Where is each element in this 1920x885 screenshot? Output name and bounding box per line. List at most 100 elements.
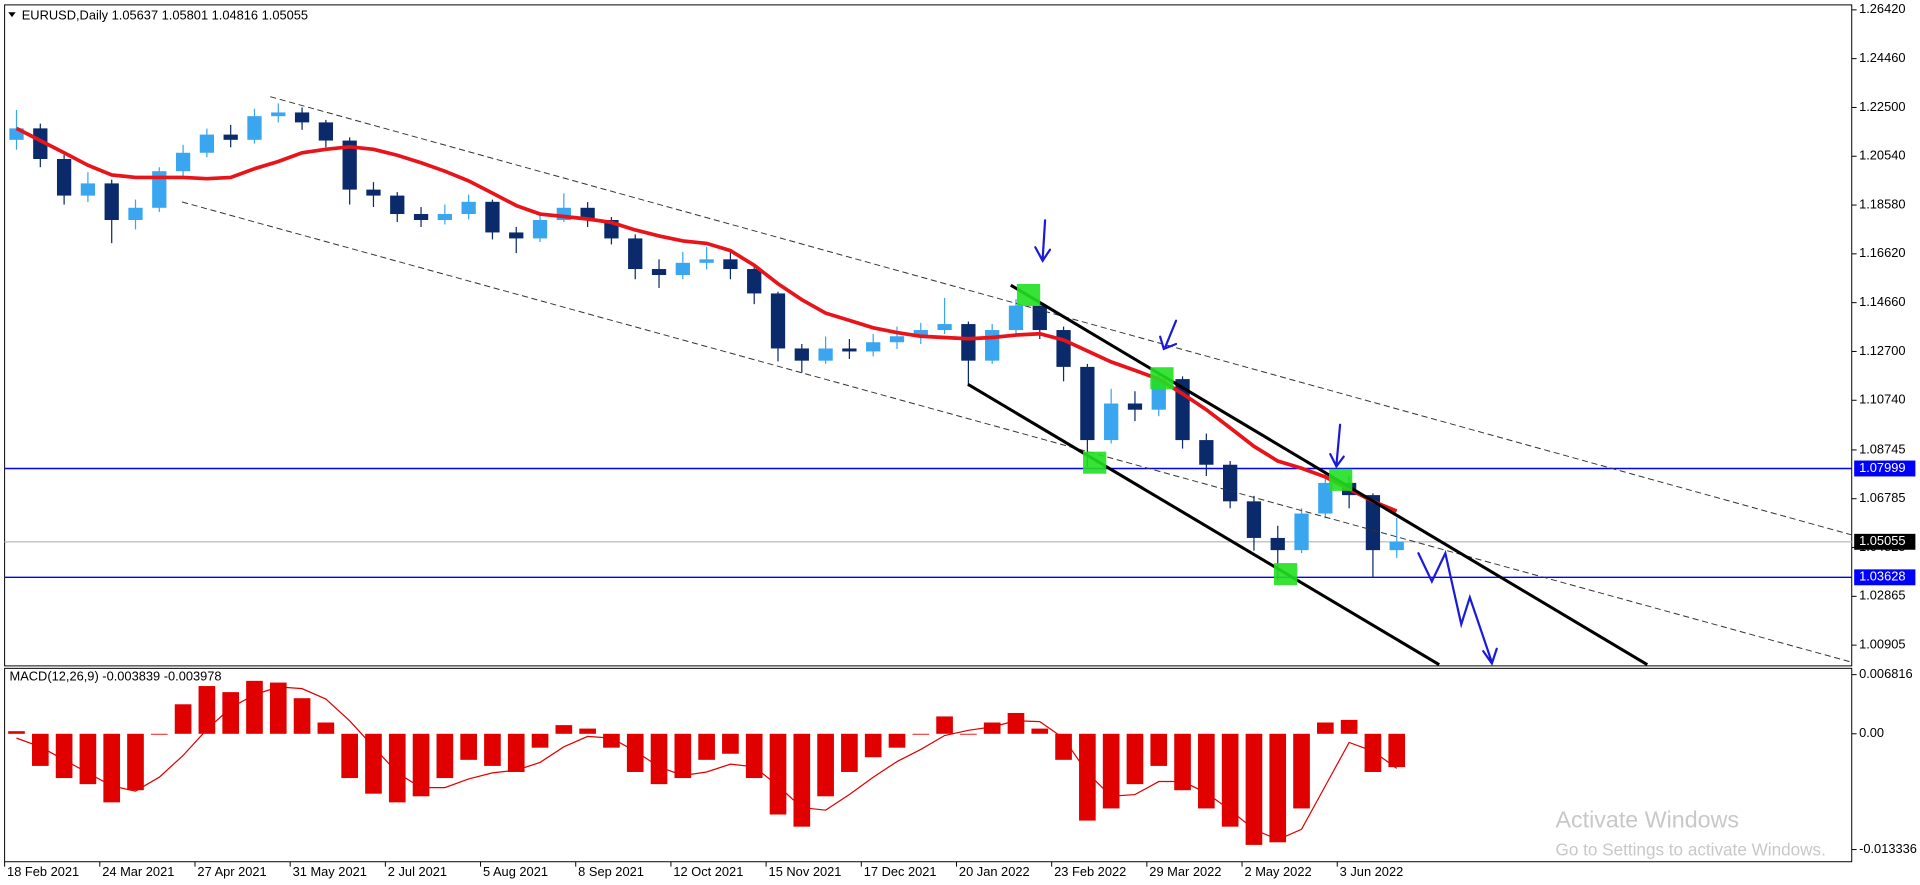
candle-body (937, 324, 952, 331)
macd-bar (531, 733, 549, 748)
candle-body (128, 207, 143, 220)
candle-body (342, 140, 357, 190)
x-tick-label: 15 Nov 2021 (769, 864, 842, 879)
macd-bar (745, 733, 763, 779)
macd-bar (150, 733, 168, 735)
collapse-icon[interactable] (8, 12, 16, 18)
candle-body (509, 232, 524, 239)
macd-bar (793, 733, 811, 827)
price-pane (4, 4, 1853, 667)
candle-body (961, 324, 976, 361)
candle-body (1270, 537, 1285, 551)
candle-body (1080, 366, 1095, 441)
y-tick-label: 0.006816 (1859, 666, 1913, 681)
watermark-subtitle: Go to Settings to activate Windows. (1556, 839, 1826, 859)
macd-bar (579, 728, 596, 734)
x-tick-label: 2 May 2022 (1244, 864, 1311, 879)
macd-bar (674, 733, 692, 779)
channel-line (181, 201, 1852, 663)
candle-body (747, 269, 762, 294)
y-tick-label: 1.14660 (1859, 294, 1905, 309)
y-tick-label: 1.12700 (1859, 343, 1905, 358)
candle-body (818, 348, 833, 361)
x-tick-label: 8 Sep 2021 (578, 864, 644, 879)
candle-body (675, 262, 690, 276)
price-tag-label: 1.05055 (1859, 533, 1905, 548)
macd-bar (293, 698, 311, 734)
marker (1150, 367, 1174, 390)
macd-bar (1007, 712, 1025, 734)
macd-bar (888, 733, 906, 748)
forecast-arrow (1417, 549, 1498, 666)
x-tick-label: 18 Feb 2021 (7, 864, 79, 879)
macd-bar (1150, 733, 1168, 766)
macd-bar (1031, 728, 1049, 734)
macd-bar (198, 686, 216, 734)
y-tick-label: 0.00 (1859, 725, 1884, 740)
macd-bar (79, 733, 97, 785)
macd-bar (436, 733, 454, 779)
marker (1329, 468, 1353, 491)
macd-bar (626, 733, 644, 772)
candle-body (794, 348, 809, 361)
macd-bar (650, 733, 668, 785)
chart-title: EURUSD,Daily 1.05637 1.05801 1.04816 1.0… (22, 7, 308, 22)
macd-bar (365, 733, 382, 794)
y-tick-label: 1.18580 (1859, 196, 1905, 211)
macd-bar (1388, 733, 1406, 768)
arrow (1159, 319, 1178, 351)
macd-bar (1340, 719, 1358, 734)
candle-body (80, 183, 96, 196)
candle-body (104, 183, 119, 220)
x-tick-label: 12 Oct 2021 (673, 864, 743, 879)
candle-body (985, 330, 1000, 361)
macd-bar (912, 733, 930, 735)
macd-bar (222, 692, 240, 734)
macd-bar (1102, 733, 1120, 809)
trend-line (967, 383, 1441, 666)
macd-bar (698, 733, 715, 760)
y-tick-label: 1.10740 (1859, 392, 1905, 407)
macd-bar (722, 733, 739, 754)
candle-body (223, 134, 238, 140)
watermark-title: Activate Windows (1556, 806, 1739, 832)
macd-bar (1364, 733, 1382, 772)
candle-body (1246, 501, 1262, 538)
macd-bar (412, 733, 430, 797)
candle-body (1318, 482, 1333, 514)
candle-body (723, 259, 738, 270)
x-tick-label: 29 Mar 2022 (1149, 864, 1221, 879)
candle-body (199, 134, 215, 153)
signal-line (16, 686, 1398, 841)
candle-body (247, 116, 262, 140)
macd-bar (1198, 733, 1215, 809)
macd-bar (127, 733, 144, 791)
candle-body (271, 112, 286, 117)
x-tick-label: 23 Feb 2022 (1054, 864, 1126, 879)
x-tick-label: 20 Jan 2022 (959, 864, 1030, 879)
macd-bar (1079, 733, 1096, 821)
macd-bar (983, 722, 1001, 734)
candle-body (461, 201, 476, 215)
macd-bar (769, 733, 787, 815)
candle-body (1127, 403, 1143, 410)
candle-body (1008, 305, 1024, 331)
macd-bar (1055, 733, 1072, 760)
candle-body (699, 259, 714, 263)
y-tick-label: 1.26420 (1859, 1, 1905, 16)
candle-body (1104, 403, 1119, 441)
macd-bar (1174, 733, 1191, 791)
macd-bar (55, 733, 73, 779)
candle-body (628, 238, 643, 270)
y-tick-label: 1.06785 (1859, 490, 1905, 505)
macd-bar (817, 733, 834, 797)
candle-body (532, 219, 548, 239)
macd-bar (246, 680, 263, 734)
x-tick-label: 17 Dec 2021 (864, 864, 937, 879)
candle-body (366, 189, 381, 196)
y-tick-label: 1.16620 (1859, 245, 1905, 260)
y-tick-label: 1.24460 (1859, 50, 1905, 65)
macd-bar (460, 733, 477, 760)
y-tick-label: 1.22500 (1859, 99, 1905, 114)
candle-body (1223, 464, 1238, 502)
